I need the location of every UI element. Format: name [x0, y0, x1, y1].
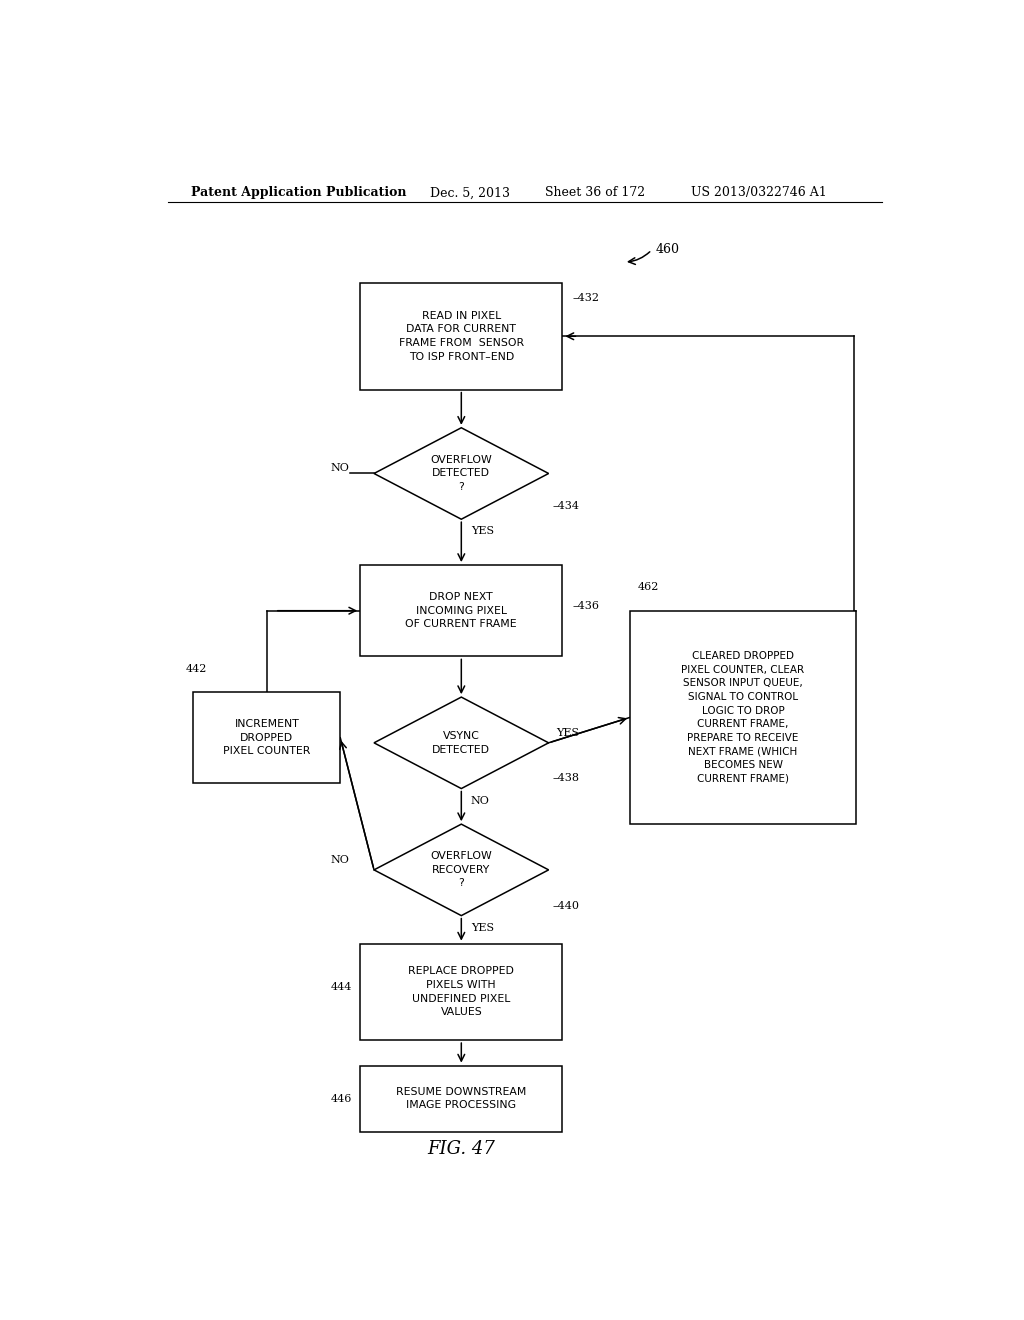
- Text: 444: 444: [331, 982, 352, 991]
- Text: 446: 446: [331, 1093, 352, 1104]
- Text: –432: –432: [572, 293, 599, 304]
- Text: US 2013/0322746 A1: US 2013/0322746 A1: [691, 186, 827, 199]
- Text: Patent Application Publication: Patent Application Publication: [191, 186, 407, 199]
- Text: NO: NO: [331, 855, 349, 865]
- Text: YES: YES: [471, 923, 494, 933]
- FancyBboxPatch shape: [360, 282, 562, 389]
- Text: NO: NO: [471, 796, 489, 805]
- Text: YES: YES: [471, 527, 494, 536]
- Polygon shape: [374, 428, 549, 519]
- Text: –434: –434: [553, 502, 580, 511]
- FancyBboxPatch shape: [360, 944, 562, 1040]
- Text: NO: NO: [331, 463, 349, 474]
- Text: –436: –436: [572, 601, 599, 611]
- Text: INCREMENT
DROPPED
PIXEL COUNTER: INCREMENT DROPPED PIXEL COUNTER: [223, 719, 310, 756]
- Text: RESUME DOWNSTREAM
IMAGE PROCESSING: RESUME DOWNSTREAM IMAGE PROCESSING: [396, 1086, 526, 1110]
- Text: Sheet 36 of 172: Sheet 36 of 172: [545, 186, 645, 199]
- Polygon shape: [374, 824, 549, 916]
- Text: OVERFLOW
RECOVERY
?: OVERFLOW RECOVERY ?: [430, 851, 493, 888]
- FancyBboxPatch shape: [630, 611, 856, 824]
- Text: –438: –438: [553, 774, 580, 784]
- FancyBboxPatch shape: [360, 1065, 562, 1131]
- Text: VSYNC
DETECTED: VSYNC DETECTED: [432, 731, 490, 755]
- FancyBboxPatch shape: [194, 692, 340, 784]
- Text: FIG. 47: FIG. 47: [427, 1140, 496, 1159]
- FancyBboxPatch shape: [360, 565, 562, 656]
- Text: –440: –440: [553, 900, 580, 911]
- Text: DROP NEXT
INCOMING PIXEL
OF CURRENT FRAME: DROP NEXT INCOMING PIXEL OF CURRENT FRAM…: [406, 593, 517, 630]
- Text: Dec. 5, 2013: Dec. 5, 2013: [430, 186, 510, 199]
- Text: 462: 462: [638, 582, 659, 593]
- Text: 442: 442: [185, 664, 207, 673]
- Text: YES: YES: [557, 727, 580, 738]
- Text: 460: 460: [655, 243, 680, 256]
- Text: REPLACE DROPPED
PIXELS WITH
UNDEFINED PIXEL
VALUES: REPLACE DROPPED PIXELS WITH UNDEFINED PI…: [409, 966, 514, 1018]
- Polygon shape: [374, 697, 549, 788]
- Text: CLEARED DROPPED
PIXEL COUNTER, CLEAR
SENSOR INPUT QUEUE,
SIGNAL TO CONTROL
LOGIC: CLEARED DROPPED PIXEL COUNTER, CLEAR SEN…: [682, 651, 805, 784]
- Text: READ IN PIXEL
DATA FOR CURRENT
FRAME FROM  SENSOR
TO ISP FRONT–END: READ IN PIXEL DATA FOR CURRENT FRAME FRO…: [398, 312, 524, 362]
- Text: OVERFLOW
DETECTED
?: OVERFLOW DETECTED ?: [430, 455, 493, 492]
